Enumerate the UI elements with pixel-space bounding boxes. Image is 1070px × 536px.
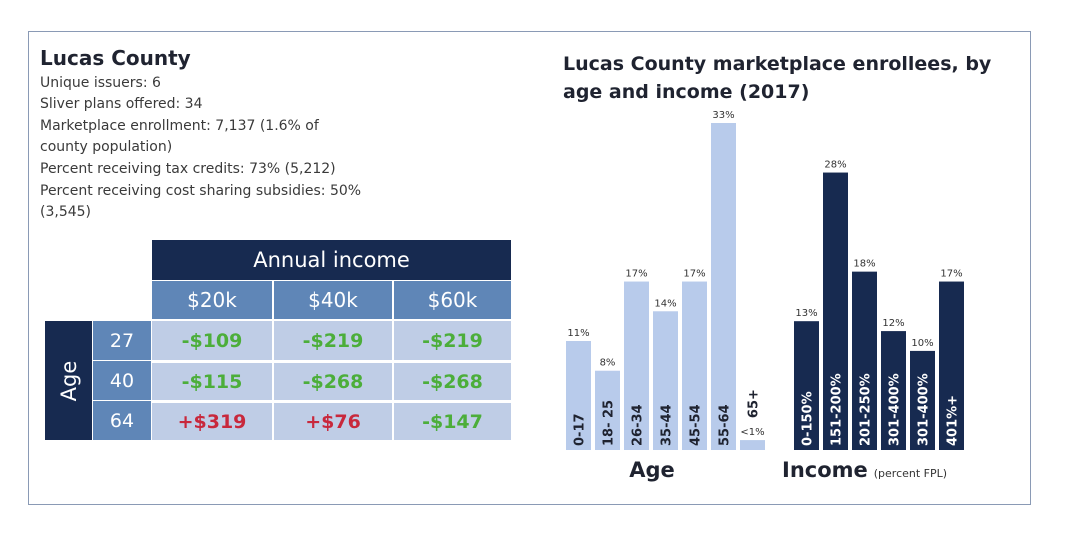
income-bar — [939, 281, 964, 450]
age-bar-group: 11% 0-17 8% 18- 25 17% 26-34 14% 35-44 17% 45-54 3… — [566, 110, 765, 450]
table-cell: -$219 — [394, 321, 511, 360]
stat-cost-sharing: Percent receiving cost sharing subsidies… — [40, 183, 362, 199]
chart-title: Lucas County marketplace enrollees, by a… — [563, 53, 992, 103]
column-header-60k: $60k — [394, 281, 511, 319]
row-age-40: 40 — [93, 361, 151, 400]
income-data-label: 18% — [853, 259, 875, 270]
table-cell: -$219 — [274, 321, 394, 360]
row-age-64: 64 — [93, 401, 151, 440]
age-bar — [682, 281, 707, 450]
county-title: Lucas County — [40, 46, 191, 70]
age-category-label: 0-17 — [573, 413, 588, 446]
age-bar — [740, 440, 765, 450]
income-data-label: 10% — [911, 338, 933, 349]
age-category-label: 35-44 — [660, 404, 675, 446]
table-cell: +$319 — [152, 401, 274, 440]
income-axis-label-text: Income — [782, 458, 868, 482]
row-age-27: 27 — [93, 321, 151, 360]
income-data-label: 17% — [940, 269, 962, 280]
age-category-label: 65+ — [747, 389, 762, 418]
table-cell: -$268 — [394, 361, 511, 400]
age-bar — [711, 123, 736, 450]
age-bar — [624, 281, 649, 450]
age-data-label: 17% — [625, 269, 647, 280]
age-data-label: <1% — [740, 427, 764, 438]
table-cell: -$115 — [152, 361, 274, 400]
income-category-label: 201-250% — [859, 373, 874, 446]
table-cell: +$76 — [274, 401, 394, 440]
income-bar — [910, 350, 935, 450]
income-bar-group: 13% 0-150% 28% 151-200% 18% 201-250% 12% 301-40… — [794, 160, 964, 450]
age-data-label: 14% — [654, 298, 676, 309]
age-category-label: 45-54 — [689, 404, 704, 446]
table-header-annual-income: Annual income — [152, 240, 511, 280]
income-axis-label: Income (percent FPL) — [782, 458, 947, 482]
age-bar — [653, 311, 678, 450]
stat-enrollment-cont: county population) — [40, 139, 173, 155]
age-data-label: 8% — [600, 358, 616, 369]
income-data-label: 28% — [824, 160, 846, 171]
age-side-header: Age — [45, 321, 92, 440]
age-category-label: 26-34 — [631, 404, 646, 446]
age-data-label: 17% — [683, 269, 705, 280]
income-category-label: 301-400% — [888, 373, 903, 446]
column-header-20k: $20k — [152, 281, 274, 319]
income-category-label: 401%+ — [946, 395, 961, 446]
row-divider — [93, 360, 151, 361]
age-axis-label: Age — [629, 458, 675, 482]
age-data-label: 11% — [567, 328, 589, 339]
stat-enrollment: Marketplace enrollment: 7,137 (1.6% of — [40, 118, 319, 134]
age-bar — [566, 341, 591, 450]
table-cell: -$147 — [394, 401, 511, 440]
table-cell: -$109 — [152, 321, 274, 360]
age-data-label: 33% — [712, 110, 734, 121]
row-divider — [93, 400, 151, 401]
age-category-label: 55-64 — [718, 404, 733, 446]
income-bar — [852, 271, 877, 450]
income-category-label: 151-200% — [830, 373, 845, 446]
table-cell: -$268 — [274, 361, 394, 400]
stat-issuers: Unique issuers: 6 — [40, 75, 161, 91]
income-bar — [881, 331, 906, 450]
stat-tax-credits: Percent receiving tax credits: 73% (5,21… — [40, 161, 336, 177]
age-bar — [595, 370, 620, 450]
stat-plans: Sliver plans offered: 34 — [40, 96, 203, 112]
infographic-frame — [28, 31, 1031, 505]
income-bar — [794, 321, 819, 450]
income-axis-note: (percent FPL) — [874, 467, 947, 480]
income-bar — [823, 172, 848, 450]
income-category-label: 301-400% — [917, 373, 932, 446]
stat-cost-sharing-cont: (3,545) — [40, 204, 92, 220]
income-data-label: 13% — [795, 308, 817, 319]
age-category-label: 18- 25 — [602, 400, 617, 446]
income-category-label: 0-150% — [801, 391, 816, 446]
income-data-label: 12% — [882, 318, 904, 329]
column-header-40k: $40k — [274, 281, 394, 319]
